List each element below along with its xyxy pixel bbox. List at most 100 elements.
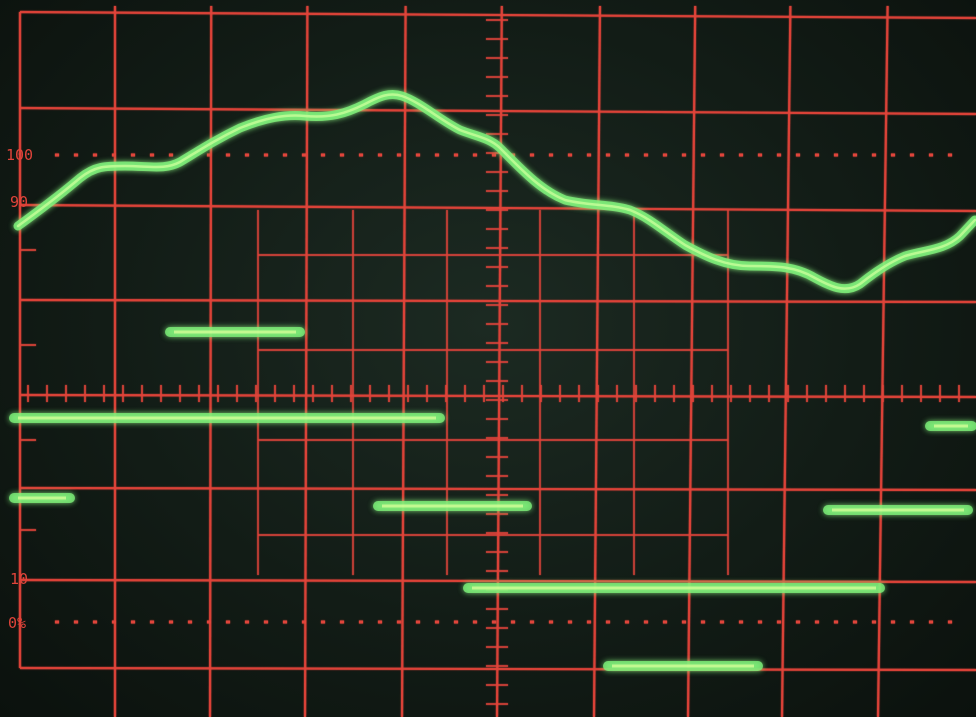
reference-dotted-line-100 xyxy=(568,153,572,157)
reference-dotted-line-0 xyxy=(625,620,629,624)
reference-dotted-line-0 xyxy=(245,620,249,624)
reference-dotted-line-0 xyxy=(283,620,287,624)
reference-dotted-line-0 xyxy=(131,620,135,624)
reference-dotted-line-0 xyxy=(188,620,192,624)
graticule-vertical-line xyxy=(686,5,697,717)
graticule-horizontal-line xyxy=(19,10,976,20)
reference-dotted-line-0 xyxy=(891,620,895,624)
graticule-vertical-line xyxy=(780,5,792,717)
graticule-horizontal-line xyxy=(19,666,976,672)
reference-dotted-line-0 xyxy=(663,620,667,624)
reference-dotted-line-0 xyxy=(397,620,401,624)
reference-dotted-line-100 xyxy=(663,153,667,157)
reference-dotted-line-0 xyxy=(226,620,230,624)
reference-dotted-line-100 xyxy=(492,153,496,157)
reference-dotted-line-0 xyxy=(454,620,458,624)
reference-dotted-line-100 xyxy=(169,153,173,157)
reference-dotted-line-0 xyxy=(777,620,781,624)
reference-dotted-line-100 xyxy=(321,153,325,157)
reference-dotted-line-100 xyxy=(796,153,800,157)
reference-dotted-line-100 xyxy=(93,153,97,157)
reference-dotted-line-100 xyxy=(872,153,876,157)
graticule-vertical-line xyxy=(876,5,889,717)
reference-dotted-line-0 xyxy=(207,620,211,624)
reference-dotted-line-0 xyxy=(834,620,838,624)
reference-dotted-line-0 xyxy=(492,620,496,624)
reference-dotted-line-100 xyxy=(739,153,743,157)
waveform-trace-core xyxy=(16,93,976,290)
reference-dotted-line-0 xyxy=(796,620,800,624)
reference-dotted-line-0 xyxy=(701,620,705,624)
reference-dotted-line-0 xyxy=(74,620,78,624)
reference-dotted-line-100 xyxy=(283,153,287,157)
reference-dotted-line-100 xyxy=(435,153,439,157)
reference-dotted-line-0 xyxy=(435,620,439,624)
reference-dotted-line-0 xyxy=(929,620,933,624)
reference-dotted-line-100 xyxy=(587,153,591,157)
reference-dotted-line-0 xyxy=(644,620,648,624)
reference-dotted-line-0 xyxy=(473,620,477,624)
reference-dotted-line-100 xyxy=(530,153,534,157)
reference-dotted-line-0 xyxy=(302,620,306,624)
signal-traces xyxy=(13,89,976,294)
reference-dotted-line-100 xyxy=(606,153,610,157)
reference-dotted-line-100 xyxy=(131,153,135,157)
graticule-grid xyxy=(18,5,976,717)
reference-dotted-line-0 xyxy=(416,620,420,624)
reference-dotted-line-100 xyxy=(720,153,724,157)
reference-dotted-line-100 xyxy=(55,153,59,157)
digital-segments xyxy=(9,327,976,671)
reference-dotted-line-0 xyxy=(758,620,762,624)
graticule-horizontal-line xyxy=(19,203,976,213)
reference-dotted-line-0 xyxy=(853,620,857,624)
reference-dotted-line-100 xyxy=(378,153,382,157)
reference-dotted-line-100 xyxy=(834,153,838,157)
reference-dotted-line-0 xyxy=(55,620,59,624)
reference-dotted-line-100 xyxy=(112,153,116,157)
reference-dotted-line-0 xyxy=(587,620,591,624)
reference-dotted-line-100 xyxy=(929,153,933,157)
reference-dotted-line-0 xyxy=(872,620,876,624)
reference-dotted-line-0 xyxy=(378,620,382,624)
scale-label-0-percent: 0% xyxy=(8,614,26,632)
reference-dotted-line-100 xyxy=(340,153,344,157)
reference-dotted-line-0 xyxy=(606,620,610,624)
reference-dotted-line-100 xyxy=(74,153,78,157)
reference-dotted-line-100 xyxy=(701,153,705,157)
graticule-vertical-line xyxy=(400,5,407,717)
reference-dotted-line-100 xyxy=(910,153,914,157)
reference-dotted-line-0 xyxy=(93,620,97,624)
reference-dotted-line-100 xyxy=(264,153,268,157)
reference-dotted-line-100 xyxy=(644,153,648,157)
reference-dotted-line-0 xyxy=(112,620,116,624)
scale-label-10: 10 xyxy=(10,570,28,588)
graticule-vertical-line xyxy=(208,5,213,717)
reference-dotted-line-100 xyxy=(359,153,363,157)
graticule-vertical-line xyxy=(303,5,309,717)
reference-dotted-line-100 xyxy=(948,153,952,157)
scale-label-100: 100 xyxy=(6,146,33,164)
reference-dotted-line-0 xyxy=(739,620,743,624)
reference-dotted-line-100 xyxy=(150,153,154,157)
reference-dotted-line-100 xyxy=(891,153,895,157)
graticule-horizontal-line xyxy=(19,298,976,304)
reference-dotted-line-100 xyxy=(416,153,420,157)
reference-dotted-line-100 xyxy=(473,153,477,157)
reference-dotted-line-0 xyxy=(169,620,173,624)
reference-dotted-line-0 xyxy=(682,620,686,624)
reference-dotted-line-100 xyxy=(226,153,230,157)
reference-dotted-line-100 xyxy=(245,153,249,157)
reference-dotted-line-0 xyxy=(511,620,515,624)
reference-dotted-line-100 xyxy=(853,153,857,157)
reference-dotted-line-0 xyxy=(910,620,914,624)
reference-dotted-line-0 xyxy=(815,620,819,624)
reference-dotted-line-100 xyxy=(549,153,553,157)
reference-dotted-line-0 xyxy=(720,620,724,624)
reference-dotted-line-100 xyxy=(207,153,211,157)
reference-dotted-line-100 xyxy=(758,153,762,157)
reference-dotted-line-0 xyxy=(359,620,363,624)
reference-dotted-line-100 xyxy=(777,153,781,157)
reference-dotted-line-0 xyxy=(568,620,572,624)
